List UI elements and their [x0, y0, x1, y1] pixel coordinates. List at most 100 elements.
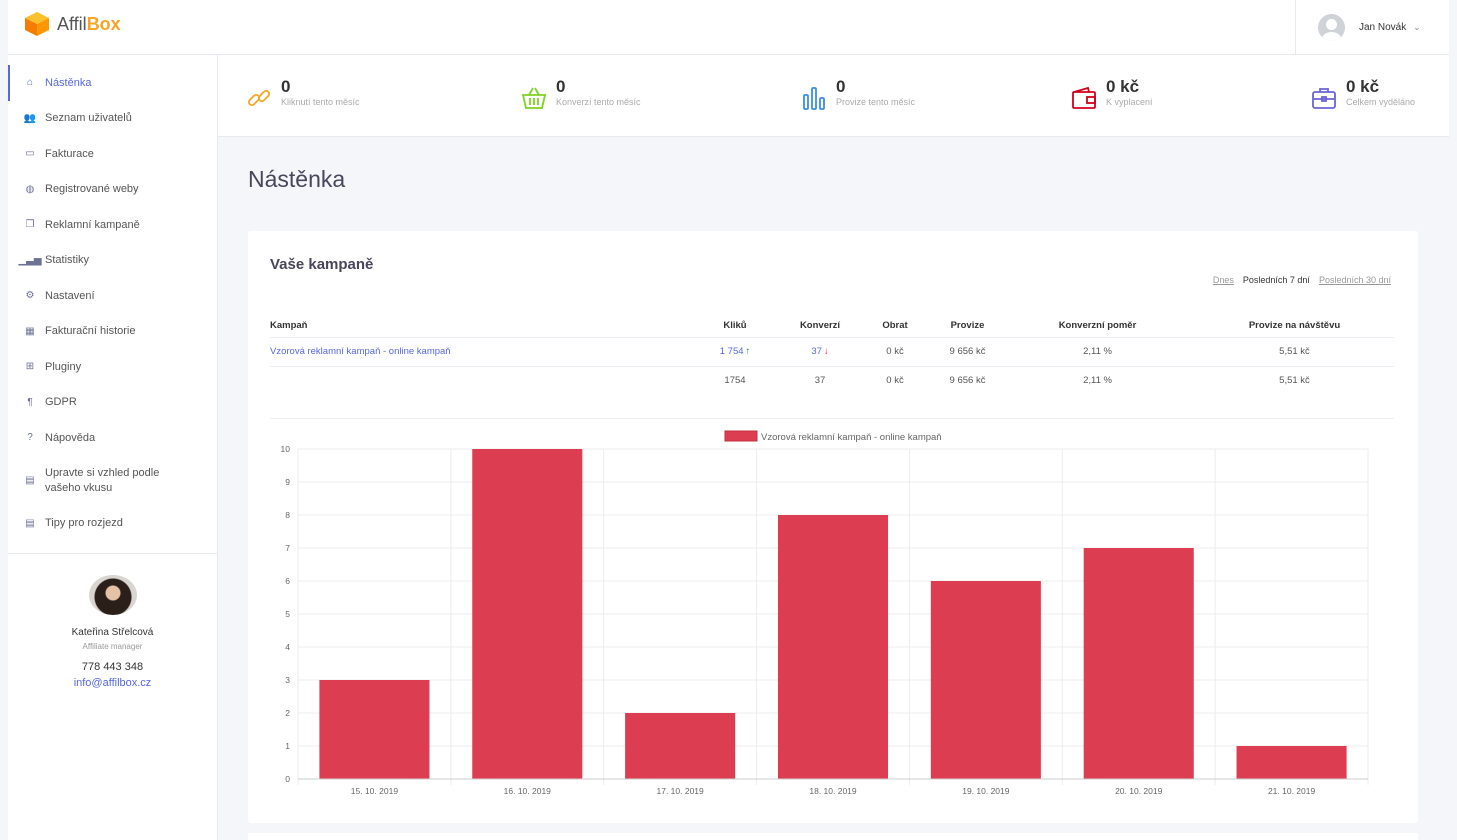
- stat-label: K vyplacení: [1106, 97, 1153, 107]
- range-last7-link[interactable]: Posledních 7 dní: [1242, 275, 1310, 285]
- sidebar-item-link[interactable]: ▭ Fakturace: [8, 136, 217, 172]
- bar[interactable]: [777, 515, 889, 779]
- sidebar-item-label: Seznam uživatelů: [45, 112, 132, 125]
- chart-legend[interactable]: Vzorová reklamní kampaň - online kampaň: [724, 430, 942, 443]
- y-tick-label: 2: [285, 708, 290, 718]
- home-icon: ⌂: [26, 77, 34, 89]
- bar[interactable]: [625, 713, 736, 779]
- campaigns-table: Kampaň Kliků Konverzí Obrat Provize Konv…: [270, 315, 1394, 395]
- plus-square-icon: ⊞: [25, 361, 35, 373]
- sidebar-item-dashboard[interactable]: ⌂ Nástěnka: [8, 65, 217, 101]
- chevron-down-icon: ⌄: [1413, 21, 1421, 32]
- sidebar-item-link[interactable]: ▤ Tipy pro rozjezd: [8, 506, 217, 542]
- sidebar-item-link[interactable]: ⚙ Nastavení: [8, 278, 217, 314]
- sidebar-item-label: Fakturace: [45, 147, 94, 160]
- total-conversion-rate-cell: 2,11 %: [1083, 375, 1112, 387]
- x-tick-label: 18. 10. 2019: [809, 786, 857, 796]
- col-header-conversion-rate[interactable]: Konverzní poměr: [1000, 315, 1195, 338]
- campaign-link[interactable]: Vzorová reklamní kampaň - online kampaň: [270, 346, 451, 357]
- x-tick-label: 15. 10. 2019: [351, 786, 399, 796]
- sidebar-item-label: Pluginy: [45, 360, 82, 373]
- y-tick-label: 9: [285, 477, 290, 487]
- avatar: [1318, 13, 1345, 41]
- col-header-clicks[interactable]: Kliků: [685, 315, 785, 338]
- user-menu[interactable]: Jan Novák ⌄: [1295, 0, 1449, 54]
- logo-text: AffilBox: [57, 13, 121, 34]
- sidebar-divider: [8, 553, 217, 554]
- sidebar-item-link[interactable]: ▁▃▅ Statistiky: [8, 243, 217, 279]
- list-alt-icon: ▤: [25, 475, 35, 486]
- total-per-visit-cell: 5,51 kč: [1279, 375, 1310, 387]
- stat-commission: 0 Provize tento měsíc: [801, 77, 915, 111]
- y-tick-label: 5: [285, 609, 290, 619]
- top-header: AffilBox Jan Novák ⌄: [8, 0, 1449, 55]
- manager-photo: [88, 575, 137, 615]
- clicks-link[interactable]: 1 754: [719, 346, 744, 357]
- bar-chart-icon: [803, 87, 825, 110]
- total-clicks-cell: 1754: [724, 375, 746, 387]
- total-revenue-cell: 0 kč: [886, 375, 904, 387]
- link-icon: [247, 89, 271, 107]
- y-tick-label: 6: [285, 576, 290, 586]
- users-icon: 👥: [23, 112, 37, 124]
- sidebar-item-label: Registrované weby: [45, 183, 139, 196]
- affiliate-manager-card: Kateřina Střelcová Affiliate manager 778…: [8, 575, 217, 689]
- sidebar-item-link[interactable]: ? Nápověda: [8, 420, 217, 456]
- sidebar-item-link[interactable]: ⊞ Pluginy: [8, 349, 217, 385]
- card-title: Vaše kampaně: [270, 256, 374, 273]
- range-today-link[interactable]: Dnes: [1212, 275, 1234, 285]
- table-row: Vzorová reklamní kampaň - online kampaň …: [270, 337, 1394, 367]
- x-tick-label: 20. 10. 2019: [1115, 786, 1163, 796]
- sidebar-item-link[interactable]: ▤ Upravte si vzhled podle vašeho vkusu: [8, 456, 217, 506]
- sidebar-item-label: Fakturační historie: [45, 325, 136, 338]
- arrow-down-icon: ↓: [823, 346, 829, 357]
- bar[interactable]: [319, 680, 430, 779]
- manager-email-link[interactable]: info@affilbox.cz: [73, 677, 152, 689]
- sidebar-nav: ⌂ Nástěnka 👥 Seznam uživatelů ▭ Fakturace ◍ Reg…: [8, 55, 217, 541]
- col-header-commission[interactable]: Provize: [935, 315, 1000, 338]
- per-visit-cell: 5,51 kč: [1195, 337, 1394, 367]
- stat-value: 0: [281, 77, 291, 96]
- sidebar-item-link[interactable]: ▦ Fakturační historie: [8, 314, 217, 350]
- table-header-row: Kampaň Kliků Konverzí Obrat Provize Konv…: [270, 315, 1394, 338]
- sidebar-item-link[interactable]: ◍ Registrované weby: [8, 172, 217, 208]
- total-conversions-cell: 37: [814, 375, 826, 387]
- sidebar-item-link[interactable]: ¶ GDPR: [8, 385, 217, 421]
- conversions-link[interactable]: 37: [811, 346, 822, 357]
- col-header-commission-per-visit[interactable]: Provize na návštěvu: [1195, 315, 1394, 338]
- stat-value: 0 kč: [1346, 77, 1380, 96]
- stat-payable: 0 kč K vyplacení: [1071, 77, 1153, 111]
- copy-icon: ❐: [25, 219, 35, 231]
- revenue-cell: 0 kč: [855, 337, 935, 367]
- manager-role: Affiliate manager: [82, 642, 143, 651]
- user-name: Jan Novák: [1359, 21, 1407, 33]
- y-tick-label: 10: [281, 444, 291, 454]
- bar[interactable]: [1236, 746, 1347, 779]
- y-tick-label: 0: [285, 774, 290, 784]
- col-header-conversions[interactable]: Konverzí: [785, 315, 855, 338]
- paragraph-icon: ¶: [27, 396, 33, 408]
- sidebar-item-label: Nápověda: [45, 431, 96, 444]
- basket-icon: [521, 87, 547, 109]
- commission-cell: 9 656 kč: [935, 337, 1000, 367]
- sidebar: ⌂ Nástěnka 👥 Seznam uživatelů ▭ Fakturace ◍ Reg…: [8, 55, 218, 840]
- bar[interactable]: [472, 449, 583, 779]
- signal-icon: ▁▃▅: [18, 254, 42, 266]
- bar[interactable]: [1083, 548, 1194, 779]
- sidebar-item-label: Nastavení: [45, 289, 95, 302]
- next-card-edge: [248, 833, 1418, 840]
- sidebar-item-link[interactable]: ❐ Reklamní kampaně: [8, 207, 217, 243]
- manager-name: Kateřina Střelcová: [71, 627, 154, 638]
- col-header-revenue[interactable]: Obrat: [855, 315, 935, 338]
- range-last30-link[interactable]: Posledních 30 dní: [1318, 275, 1391, 285]
- sidebar-item-link[interactable]: 👥 Seznam uživatelů: [8, 101, 217, 137]
- legend-label: Vzorová reklamní kampaň - online kampaň: [761, 432, 942, 443]
- sidebar-item-label: GDPR: [45, 396, 77, 409]
- table-divider: [270, 418, 1394, 419]
- col-header-campaign[interactable]: Kampaň: [270, 315, 685, 338]
- sidebar-item-label: Statistiky: [45, 254, 90, 267]
- affilbox-logo[interactable]: AffilBox: [24, 11, 121, 37]
- bar[interactable]: [930, 581, 1041, 779]
- wallet-icon: [1072, 86, 1096, 109]
- sidebar-item-label: Reklamní kampaně: [45, 218, 140, 231]
